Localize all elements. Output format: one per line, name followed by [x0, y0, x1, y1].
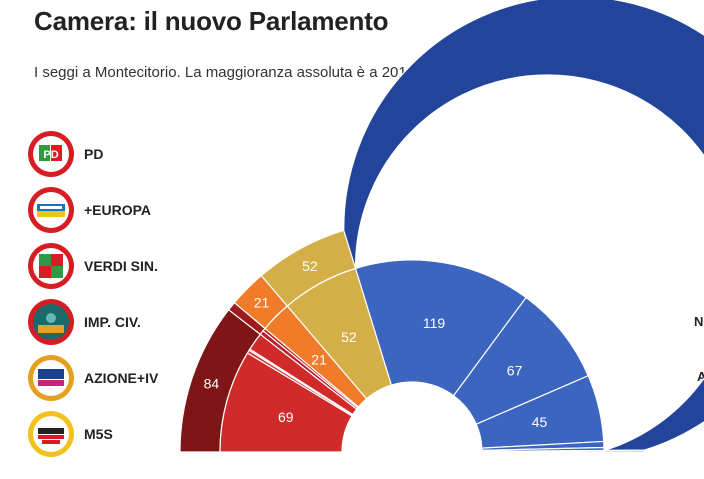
legend-item-m5s: M5S [28, 410, 113, 458]
legend-label: M5S [84, 426, 113, 442]
inner-ring-label: 67 [507, 363, 523, 379]
outer-ring-label: 21 [254, 295, 270, 311]
inner-ring-segment [481, 449, 605, 453]
verdi-sinistra-logo-icon [28, 243, 74, 289]
inner-ring-label: 52 [341, 329, 357, 345]
legend-label: AZIONE+IV [84, 370, 159, 386]
m5s-logo-icon [28, 411, 74, 457]
edge-letter: N [694, 314, 704, 329]
legend-item-impegno-civico: IMP. CIV. [28, 298, 141, 346]
pd-logo-icon: PD [28, 131, 74, 177]
outer-ring-segment [603, 449, 645, 453]
outer-ring-label: 52 [302, 258, 318, 274]
azione-iv-logo-icon [28, 355, 74, 401]
inner-ring-label: 45 [532, 414, 548, 430]
page-subtitle: I seggi a Montecitorio. La maggioranza a… [34, 64, 451, 81]
outer-ring-segment [343, 0, 704, 452]
legend-item-verdi-sinistra: VERDI SIN. [28, 242, 158, 290]
impegno-civico-logo-icon [28, 299, 74, 345]
inner-ring-segment [354, 259, 527, 397]
piu-europa-logo-icon [28, 187, 74, 233]
edge-letter: A [697, 369, 704, 384]
legend-item-pd: PD PD [28, 130, 103, 178]
legend-label: IMP. CIV. [84, 314, 141, 330]
legend-item-azione-iv: AZIONE+IV [28, 354, 158, 402]
inner-ring-label: 21 [311, 352, 327, 368]
legend-item-piu-europa: +EUROPA [28, 186, 151, 234]
svg-text:PD: PD [43, 149, 58, 161]
inner-ring-label: 119 [423, 315, 446, 331]
legend-label: +EUROPA [84, 202, 152, 218]
legend-label: VERDI SIN. [84, 258, 158, 274]
page-title: Camera: il nuovo Parlamento [34, 6, 389, 36]
inner-ring-label: 69 [278, 409, 294, 425]
outer-ring-label: 84 [204, 375, 220, 391]
outer-ring-label: 237 [526, 273, 550, 289]
legend-label: PD [84, 146, 104, 162]
